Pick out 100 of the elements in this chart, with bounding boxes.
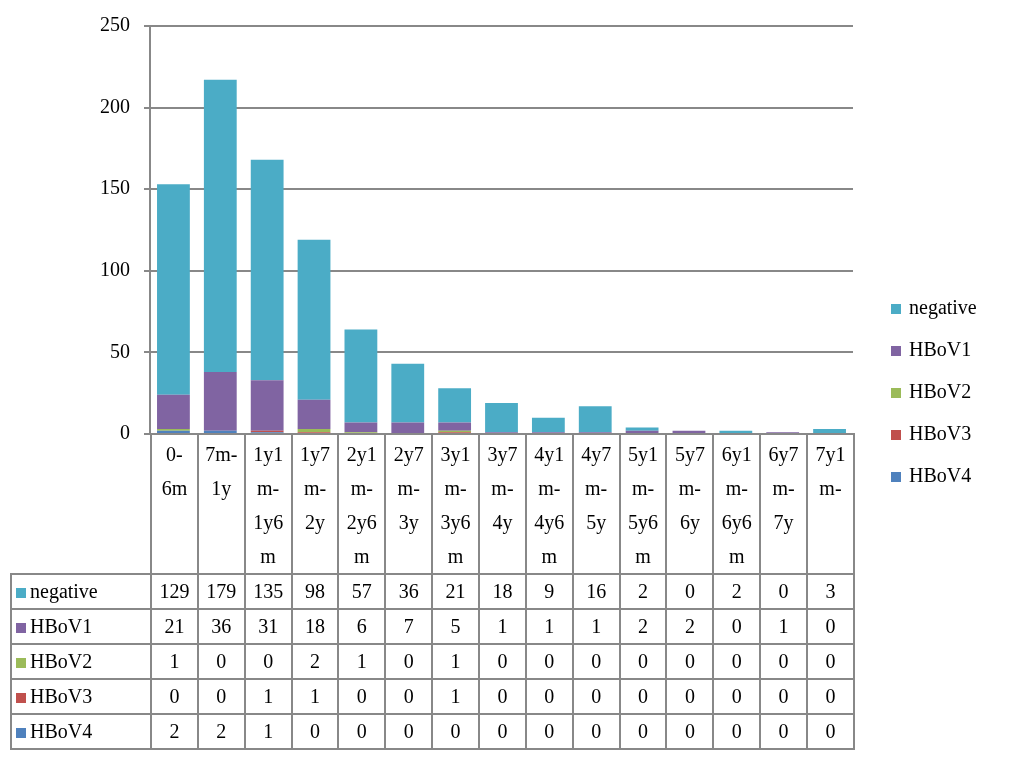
data-label: 0: [479, 714, 526, 749]
y-tick-label: 100: [100, 258, 130, 281]
data-label: 2: [291, 644, 339, 679]
data-label: 0: [619, 714, 667, 749]
bar: [250, 380, 284, 431]
data-label: 0: [713, 609, 761, 644]
text: HBoV1: [30, 615, 93, 637]
data-label: 0: [713, 714, 761, 749]
data-label: 1: [572, 609, 620, 644]
data-label: 0: [760, 679, 808, 714]
bar: [344, 329, 378, 423]
data-label: 0: [666, 714, 714, 749]
bar: [203, 79, 237, 372]
data-label: 3: [807, 574, 854, 609]
data-label: 1: [244, 714, 292, 749]
x-tick-label: 0-6m: [151, 434, 198, 574]
data-label: 0: [338, 714, 386, 749]
text: HBoV2: [909, 380, 972, 402]
data-label: 2: [151, 714, 198, 749]
data-label: 0: [619, 644, 667, 679]
data-label: 1: [432, 679, 480, 714]
data-label: 1: [432, 644, 480, 679]
x-tick-label: 5y7m-6y: [666, 434, 714, 574]
data-label: 0: [666, 574, 714, 609]
data-label: 0: [713, 644, 761, 679]
data-label: 1: [151, 644, 198, 679]
y-tick-label: 250: [100, 13, 130, 36]
data-label: 7: [385, 609, 433, 644]
text: HBoV3: [909, 422, 972, 444]
data-label: 0: [197, 644, 245, 679]
data-label: 0: [572, 644, 620, 679]
legend-label: HBoV1: [908, 337, 973, 362]
data-label: 16: [572, 574, 620, 609]
data-label: 21: [432, 574, 480, 609]
data-label: 0: [713, 679, 761, 714]
x-tick-label: 2y7m-3y: [385, 434, 433, 574]
text: negative: [30, 580, 98, 602]
data-label: 0: [572, 679, 620, 714]
data-label: 0: [525, 679, 573, 714]
data-label: 98: [291, 574, 339, 609]
data-label: 0: [807, 609, 854, 644]
data-label: 0: [807, 644, 854, 679]
data-label: 0: [760, 714, 808, 749]
data-label: 2: [713, 574, 761, 609]
text: HBoV4: [909, 464, 972, 486]
data-label: 0: [385, 644, 433, 679]
data-label: 2: [619, 574, 667, 609]
data-label: 0: [385, 714, 433, 749]
bar: [813, 429, 846, 433]
y-tick-label: 150: [100, 176, 130, 199]
y-tick-label: 0: [120, 421, 130, 444]
data-label: 129: [151, 574, 198, 609]
x-tick-label: 1y1m-1y6m: [244, 434, 292, 574]
data-label: 0: [244, 644, 292, 679]
legend-label: HBoV3: [11, 679, 151, 714]
bar: [578, 406, 612, 433]
data-label: 0: [338, 679, 386, 714]
x-tick-label: 4y1m-4y6m: [525, 434, 573, 574]
data-label: 0: [479, 644, 526, 679]
data-label: 36: [197, 609, 245, 644]
data-label: 0: [807, 714, 854, 749]
x-tick-label: 3y1m-3y6m: [432, 434, 480, 574]
bar: [250, 159, 284, 381]
data-label: 0: [666, 644, 714, 679]
x-tick-label: 4y7m-5y: [572, 434, 620, 574]
data-label: 0: [760, 644, 808, 679]
data-label: 57: [338, 574, 386, 609]
x-tick-label: 6y7m-7y: [760, 434, 808, 574]
data-label: 0: [619, 679, 667, 714]
data-label: 9: [525, 574, 573, 609]
data-label: 0: [291, 714, 339, 749]
data-label: 6: [338, 609, 386, 644]
data-label: 1: [525, 609, 573, 644]
bar: [344, 422, 378, 433]
x-tick-label: 1y7m-2y: [291, 434, 339, 574]
data-label: 0: [197, 679, 245, 714]
x-tick-label: 7m-1y: [197, 434, 245, 574]
data-label: 0: [432, 714, 480, 749]
data-label: 135: [244, 574, 292, 609]
data-label: 2: [666, 609, 714, 644]
data-label: 0: [807, 679, 854, 714]
data-label: 1: [338, 644, 386, 679]
legend-label: HBoV4: [11, 714, 151, 749]
data-label: 1: [244, 679, 292, 714]
bar: [203, 371, 237, 431]
data-label: 0: [572, 714, 620, 749]
legend-label: HBoV2: [11, 644, 151, 679]
data-label: 1: [479, 609, 526, 644]
data-label: 5: [432, 609, 480, 644]
data-label: 0: [525, 714, 573, 749]
data-label: 0: [385, 679, 433, 714]
bar: [157, 394, 190, 430]
x-tick-label: 2y1m-2y6m: [338, 434, 386, 574]
data-label: 2: [197, 714, 245, 749]
bar: [157, 184, 190, 395]
data-label: 21: [151, 609, 198, 644]
data-label: 36: [385, 574, 433, 609]
y-tick-label: 50: [110, 339, 130, 362]
x-tick-label: 6y1m-6y6m: [713, 434, 761, 574]
data-label: 0: [479, 679, 526, 714]
